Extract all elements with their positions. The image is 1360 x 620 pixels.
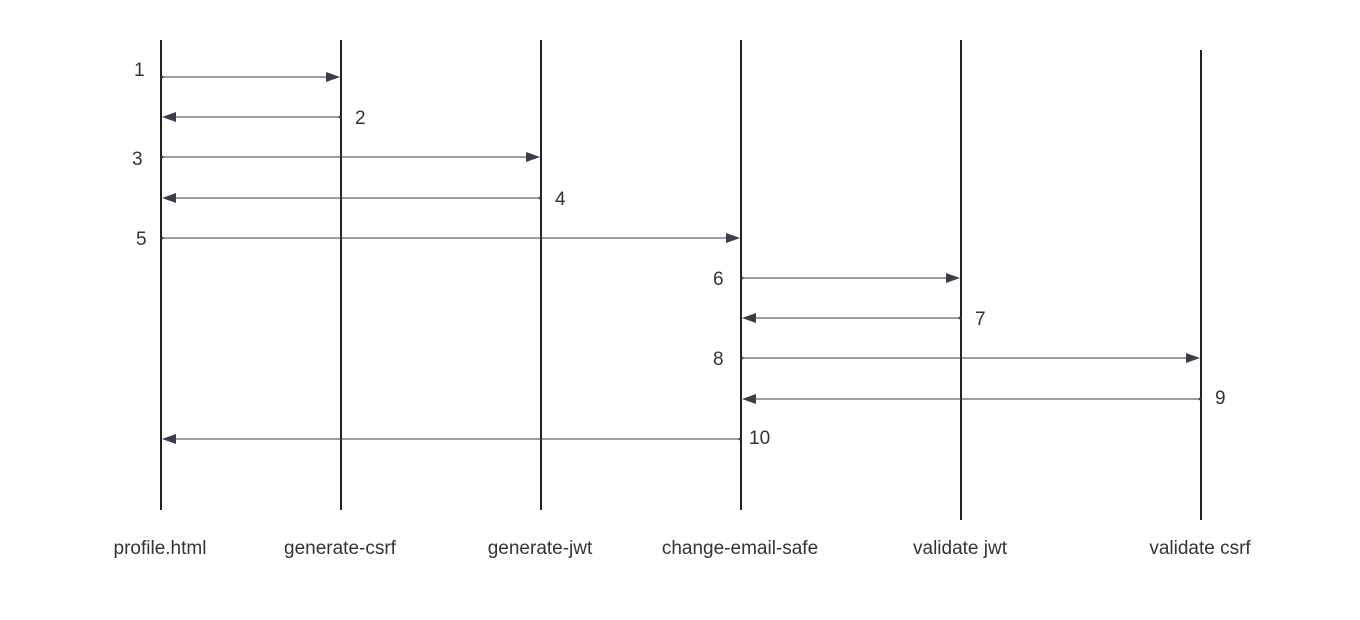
step-number-label: 8 (713, 349, 724, 370)
arrowhead-icon (726, 233, 740, 243)
participant-label-jwt: generate-jwt (488, 538, 593, 559)
step-number-label: 10 (749, 428, 770, 449)
message-2: 2 (162, 108, 366, 129)
message-origin-dot (738, 437, 742, 441)
messages: 1 2 3 4 5 6 7 8 9 10 (132, 60, 1226, 449)
message-1: 1 (134, 60, 340, 82)
step-number-label: 4 (555, 189, 566, 210)
arrowhead-icon (526, 152, 540, 162)
arrowhead-icon (742, 313, 756, 323)
message-9: 9 (742, 388, 1226, 409)
arrowhead-icon (162, 112, 176, 122)
message-8: 8 (713, 349, 1200, 370)
step-number-label: 7 (975, 309, 986, 330)
participant-label-profile: profile.html (114, 538, 207, 559)
arrowhead-icon (162, 193, 176, 203)
message-origin-dot (740, 276, 744, 280)
step-number-label: 9 (1215, 388, 1226, 409)
participant-label-csrf: generate-csrf (284, 538, 397, 559)
arrowhead-icon (742, 394, 756, 404)
step-number-label: 1 (134, 60, 145, 81)
arrowhead-icon (326, 72, 340, 82)
message-origin-dot (740, 356, 744, 360)
participant-label-vcsrf: validate csrf (1149, 538, 1251, 559)
message-6: 6 (713, 269, 960, 290)
participant-label-email: change-email-safe (662, 538, 818, 559)
message-origin-dot (160, 236, 164, 240)
message-origin-dot (338, 115, 342, 119)
step-number-label: 2 (355, 108, 366, 129)
message-origin-dot (958, 316, 962, 320)
lifelines (160, 40, 1202, 520)
participant-labels: profile.html generate-csrf generate-jwt cha… (114, 538, 1252, 559)
arrowhead-icon (946, 273, 960, 283)
arrowhead-icon (162, 434, 176, 444)
message-origin-dot (160, 155, 164, 159)
message-3: 3 (132, 149, 540, 170)
message-origin-dot (1198, 397, 1202, 401)
message-5: 5 (136, 229, 740, 250)
step-number-label: 5 (136, 229, 147, 250)
arrowhead-icon (1186, 353, 1200, 363)
message-origin-dot (538, 196, 542, 200)
message-origin-dot (160, 75, 164, 79)
participant-label-vjwt: validate jwt (913, 538, 1008, 559)
message-7: 7 (742, 309, 986, 330)
message-10: 10 (162, 428, 770, 449)
message-4: 4 (162, 189, 566, 210)
step-number-label: 6 (713, 269, 724, 290)
step-number-label: 3 (132, 149, 143, 170)
